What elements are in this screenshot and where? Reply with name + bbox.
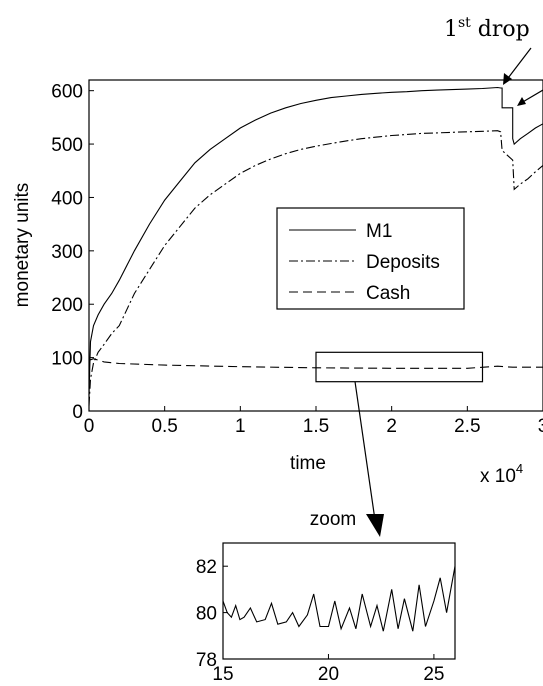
main-y-tick-label: 300 <box>51 242 83 263</box>
main-x-tick-label: 2.5 <box>454 416 480 437</box>
legend-entry-deposits: Deposits <box>289 252 440 273</box>
main-y-tick-label: 0 <box>72 402 83 423</box>
first-drop-label-sup: st <box>458 15 471 31</box>
main-y-tick-label: 100 <box>51 349 83 370</box>
main-series-line-m1 <box>88 86 543 396</box>
first-drop-label-base: 1 <box>444 17 458 42</box>
zoom-series-line-cash <box>222 566 456 632</box>
zoom-region-box <box>315 351 484 383</box>
main-x-ticks: 0 0.5 1 1.5 2 2.5 3 <box>84 406 543 437</box>
first-drop-arrowhead <box>503 73 512 85</box>
main-y-tick-label: 600 <box>51 82 83 103</box>
main-y-tick-label: 500 <box>51 135 83 156</box>
second-drop-arrowhead <box>517 97 526 106</box>
main-x-tick-label: 0 <box>84 416 95 437</box>
zoom-plot-frame <box>222 542 456 660</box>
x-axis-multiplier: x 104 <box>480 461 523 487</box>
main-y-tick-label: 200 <box>51 295 83 316</box>
legend: M1 Deposits Cash <box>276 207 465 310</box>
x-axis-multiplier-base: x 10 <box>480 466 516 487</box>
x-axis-label: time <box>290 453 326 474</box>
second-drop-arrow <box>520 89 543 104</box>
x-axis-multiplier-exponent: 4 <box>516 461 523 476</box>
legend-label-deposits: Deposits <box>366 252 440 273</box>
zoom-x-tick-label: 20 <box>318 664 339 685</box>
first-drop-arrow <box>504 47 532 83</box>
zoom-series-group <box>222 566 456 632</box>
first-drop-label: 1st drop <box>444 15 530 42</box>
zoom-title: zoom <box>310 509 356 530</box>
zoom-arrowhead <box>366 514 384 537</box>
y-axis-label: monetary units <box>12 183 33 308</box>
zoom-y-ticks: 78 80 82 <box>196 557 228 671</box>
zoom-chart: zoom 15 20 25 78 80 82 <box>196 509 456 685</box>
main-y-tick-label: 400 <box>51 188 83 209</box>
main-series-group <box>88 86 543 406</box>
zoom-x-tick-label: 15 <box>212 664 233 685</box>
legend-entry-cash: Cash <box>289 283 410 304</box>
zoom-x-ticks: 15 20 25 <box>212 654 444 685</box>
zoom-arrow-line <box>354 381 376 521</box>
legend-label-cash: Cash <box>366 283 410 304</box>
main-series-line-deposits <box>88 130 543 406</box>
zoom-y-tick-label: 78 <box>196 650 217 671</box>
zoom-x-tick-label: 25 <box>423 664 444 685</box>
main-series-line-cash <box>88 358 543 369</box>
zoom-y-tick-label: 82 <box>196 557 217 578</box>
main-x-tick-label: 0.5 <box>151 416 177 437</box>
legend-label-m1: M1 <box>366 221 392 242</box>
first-drop-label-rest: drop <box>471 17 530 42</box>
main-y-ticks: 0 100 200 300 400 500 600 <box>51 82 94 423</box>
zoom-y-tick-label: 80 <box>196 604 217 625</box>
first-drop-annotation: 1st drop <box>444 15 543 106</box>
main-x-tick-label: 1.5 <box>303 416 329 437</box>
main-x-tick-label: 3 <box>538 416 543 437</box>
legend-entry-m1: M1 <box>289 221 392 242</box>
main-x-tick-label: 2 <box>386 416 397 437</box>
main-x-tick-label: 1 <box>235 416 246 437</box>
main-chart: 0 0.5 1 1.5 2 2.5 3 0 100 200 300 400 500 600 time m… <box>12 15 543 537</box>
